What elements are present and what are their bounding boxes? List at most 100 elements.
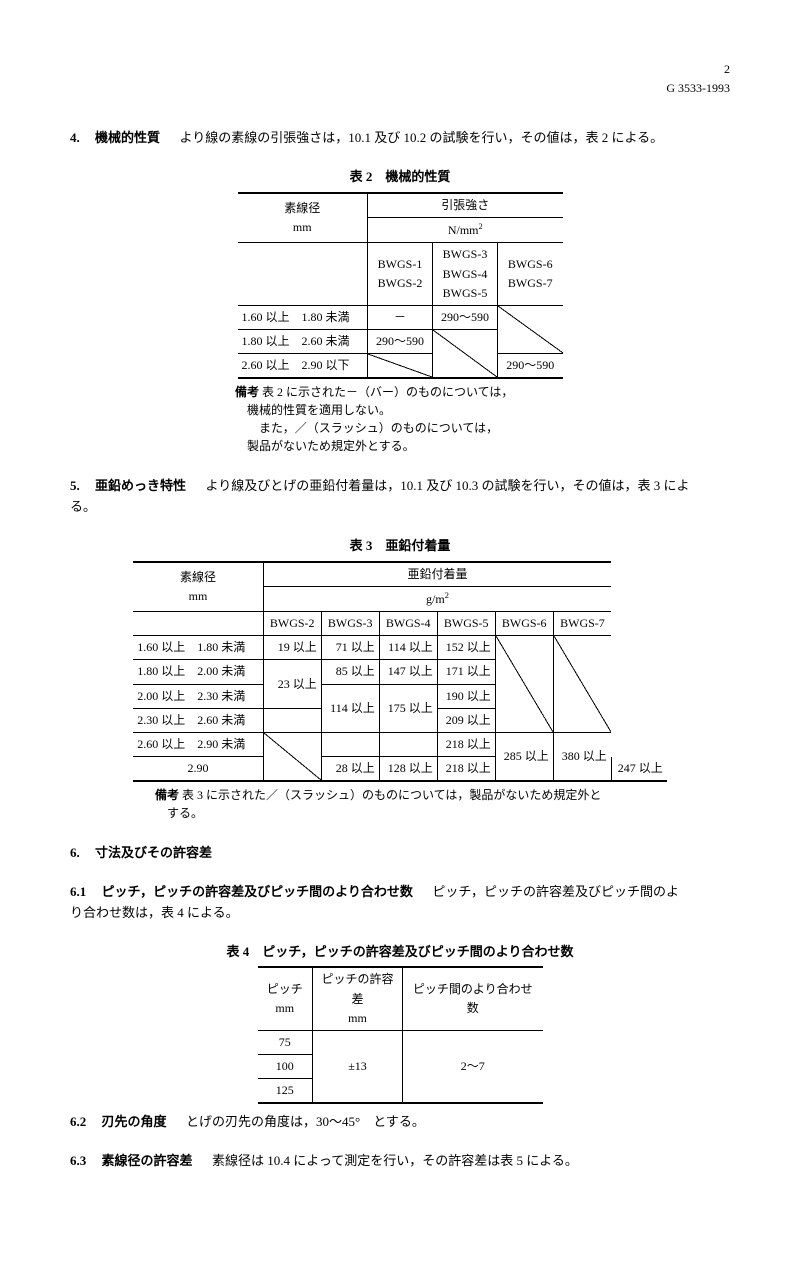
t3-r4v4: 209 以上 (437, 708, 495, 732)
t2-c1a: BWGS-1 (378, 257, 423, 271)
sec61-body2: り合わせ数は，表 4 による。 (70, 905, 239, 920)
t3-r2v2: 85 以上 (321, 660, 379, 684)
table-4: ピッチ mm ピッチの許容差 mm ピッチ間のより合わせ数 75 ±13 2～7… (258, 966, 543, 1104)
section-6: 6. 寸法及びその許容差 (70, 843, 730, 864)
t3-r1v1: 19 以上 (263, 636, 321, 660)
t2-h-tensile: 引張強さ (441, 198, 489, 212)
biko-l4: 製品がないため規定外とする。 (247, 439, 415, 453)
t4-h1b: mm (275, 1001, 294, 1015)
t4-r3: 125 (258, 1079, 313, 1104)
biko3-label: 備考 (155, 788, 179, 802)
sec62-body: とげの刃先の角度は，30～45° とする。 (186, 1114, 425, 1129)
t2-c2a: BWGS-3 (443, 247, 488, 261)
t3-r6v4: 247 以上 (611, 757, 667, 782)
biko-label: 備考 (235, 385, 259, 399)
section-6-1: 6.1 ピッチ，ピッチの許容差及びピッチ間のより合わせ数 ピッチ，ピッチの許容差… (70, 882, 730, 924)
t3-h1a: 素線径 (180, 570, 216, 584)
t4-h2b: mm (348, 1011, 367, 1025)
sec6-title: 寸法及びその許容差 (95, 845, 212, 860)
section-5: 5. 亜鉛めっき特性 より線及びとげの亜鉛付着量は，10.1 及び 10.3 の… (70, 476, 730, 518)
t3-r1v2: 71 以上 (321, 636, 379, 660)
biko-l3: また，／（スラッシュ）のものについては， (247, 421, 498, 435)
t3-r2: 1.80 以上 2.00 未満 (133, 660, 263, 684)
t3-r4v3: 175 以上 (379, 684, 437, 732)
t3-c2: BWGS-3 (321, 612, 379, 636)
t4-tw: 2～7 (403, 1030, 543, 1103)
t3-r4v2: 114 以上 (321, 684, 379, 732)
t3-r1v4: 152 以上 (437, 636, 495, 660)
table3-biko: 備考 表 3 に示された／（スラッシュ）のものについては，製品がないため規定外と… (155, 786, 645, 822)
t3-r1: 1.60 以上 1.80 未満 (133, 636, 263, 660)
t3-r6v2: 128 以上 (379, 757, 437, 782)
sec61-num: 6.1 (70, 884, 86, 899)
section-6-2: 6.2 刃先の角度 とげの刃先の角度は，30～45° とする。 (70, 1112, 730, 1133)
t2-unit: N/mm (448, 223, 479, 237)
t2-c3b: BWGS-7 (508, 276, 553, 290)
biko3-l1: 表 3 に示された／（スラッシュ）のものについては，製品がないため規定外と (182, 788, 601, 802)
t3-r1v3: 114 以上 (379, 636, 437, 660)
t2-c3a: BWGS-6 (508, 257, 553, 271)
t2-r1v2: 290～590 (433, 305, 498, 329)
t3-r2v3: 147 以上 (379, 660, 437, 684)
t3-r2v4: 171 以上 (437, 660, 495, 684)
section-4: 4. 機械的性質 より線の素線の引張強さは，10.1 及び 10.2 の試験を行… (70, 128, 730, 149)
t3-r5: 2.60 以上 2.90 未満 (133, 732, 263, 756)
t2-r2: 1.80 以上 2.60 未満 (238, 330, 368, 354)
t3-h2b: g/m (426, 592, 445, 606)
t2-h-mm: mm (293, 220, 312, 234)
t3-c5: BWGS-6 (495, 612, 553, 636)
page-number: 2 (70, 60, 730, 79)
t3-r6: 2.90 (133, 757, 263, 782)
t2-slash1 (498, 305, 563, 353)
biko-l2: 機械的性質を適用しない。 (247, 403, 391, 417)
t4-r2: 100 (258, 1055, 313, 1079)
page-header: 2 G 3533-1993 (70, 60, 730, 98)
t2-slash2 (433, 330, 498, 379)
doc-id: G 3533-1993 (70, 79, 730, 98)
sec63-body: 素線径は 10.4 によって測定を行い，その許容差は表 5 による。 (212, 1153, 578, 1168)
t3-r5v4: 218 以上 (437, 732, 495, 756)
section-body: より線及びとげの亜鉛付着量は，10.1 及び 10.3 の試験を行い，その値は，… (206, 478, 690, 493)
t3-r3: 2.00 以上 2.30 未満 (133, 684, 263, 708)
t2-r1: 1.60 以上 1.80 未満 (238, 305, 368, 329)
t2-r2v1: 290～590 (368, 330, 433, 354)
sec63-num: 6.3 (70, 1153, 86, 1168)
t4-r1: 75 (258, 1030, 313, 1054)
t3-r5v6: 380 以上 (553, 732, 611, 781)
section-body2: る。 (70, 499, 96, 514)
sec61-title: ピッチ，ピッチの許容差及びピッチ間のより合わせ数 (102, 884, 413, 899)
t3-h1b: mm (189, 589, 208, 603)
sec61-body1: ピッチ，ピッチの許容差及びピッチ間のよ (432, 884, 679, 899)
t3-r6v1: 28 以上 (321, 757, 379, 782)
biko3-l2: する。 (167, 806, 203, 820)
table3-caption: 表 3 亜鉛付着量 (70, 536, 730, 557)
t2-c2c: BWGS-5 (443, 286, 488, 300)
t4-h2: ピッチの許容差 (321, 972, 393, 1005)
table2-caption: 表 2 機械的性質 (70, 167, 730, 188)
table2-biko: 備考 表 2 に示された－（バー）のものについては， 機械的性質を適用しない。 … (235, 383, 565, 455)
t4-tol: ±13 (313, 1030, 403, 1103)
t3-c6: BWGS-7 (553, 612, 611, 636)
table-3: 素線径 mm 亜鉛付着量 g/m2 BWGS-2 BWGS-3 BWGS-4 B… (133, 561, 667, 783)
t3-h2a: 亜鉛付着量 (263, 562, 611, 587)
sec6-num: 6. (70, 845, 80, 860)
t4-h1: ピッチ (267, 982, 303, 996)
section-num: 4. (70, 130, 80, 145)
table-2: 素線径 mm 引張強さ N/mm2 BWGS-1 BWGS-2 BWGS-3 B… (238, 192, 563, 380)
t3-slash-c5 (495, 636, 553, 733)
sec63-title: 素線径の許容差 (102, 1153, 193, 1168)
t3-r6v3: 218 以上 (437, 757, 495, 782)
t2-h-diam: 素線径 (284, 201, 320, 215)
t2-r3: 2.60 以上 2.90 以下 (238, 354, 368, 379)
t2-r3v3: 290～590 (498, 354, 563, 379)
table4-caption: 表 4 ピッチ，ピッチの許容差及びピッチ間のより合わせ数 (70, 942, 730, 963)
t3-slash-c6 (553, 636, 611, 733)
t3-c4: BWGS-5 (437, 612, 495, 636)
t2-slash3 (368, 354, 433, 379)
t2-c1b: BWGS-2 (378, 276, 423, 290)
sec62-title: 刃先の角度 (102, 1114, 167, 1129)
section-title: 亜鉛めっき特性 (95, 478, 186, 493)
section-body: より線の素線の引張強さは，10.1 及び 10.2 の試験を行い，その値は，表 … (180, 130, 664, 145)
biko-l1: 表 2 に示された－（バー）のものについては， (262, 385, 513, 399)
t3-r4: 2.30 以上 2.60 未満 (133, 708, 263, 732)
